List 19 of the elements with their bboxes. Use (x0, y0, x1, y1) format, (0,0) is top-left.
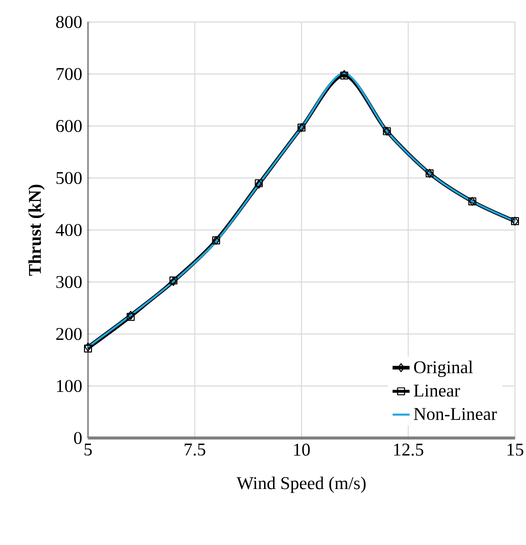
x-tick-label: 12.5 (394, 444, 424, 456)
y-tick-label: 100 (57, 380, 82, 392)
x-tick-label: 15 (508, 444, 524, 456)
legend-label: Non-Linear (414, 408, 497, 420)
y-tick-label: 300 (56, 276, 82, 288)
y-tick-label: 500 (56, 172, 82, 184)
y-tick-label: 700 (56, 68, 82, 80)
x-tick-label: 10 (294, 444, 310, 456)
y-tick-label: 400 (56, 224, 82, 236)
y-tick-label: 800 (56, 16, 82, 28)
y-tick-label: 600 (56, 120, 82, 132)
legend-label: Original (414, 360, 473, 378)
x-tick-label: 7.5 (184, 444, 206, 456)
x-axis-title: Wind Speed (m/s) (236, 476, 366, 493)
legend-label: Linear (414, 384, 460, 397)
y-axis-title: Thrust (kN) (28, 184, 45, 276)
y-tick-label: 0 (74, 432, 82, 444)
y-tick-label: 200 (56, 328, 82, 340)
x-tick-label: 5 (84, 444, 92, 456)
